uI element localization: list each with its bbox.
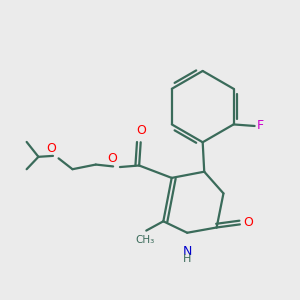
Text: H: H	[183, 254, 191, 264]
Text: O: O	[243, 216, 253, 229]
Text: O: O	[46, 142, 56, 154]
Text: N: N	[182, 244, 192, 257]
Text: O: O	[136, 124, 146, 137]
Text: F: F	[257, 119, 264, 133]
Text: CH₃: CH₃	[135, 235, 154, 245]
Text: O: O	[108, 152, 118, 165]
